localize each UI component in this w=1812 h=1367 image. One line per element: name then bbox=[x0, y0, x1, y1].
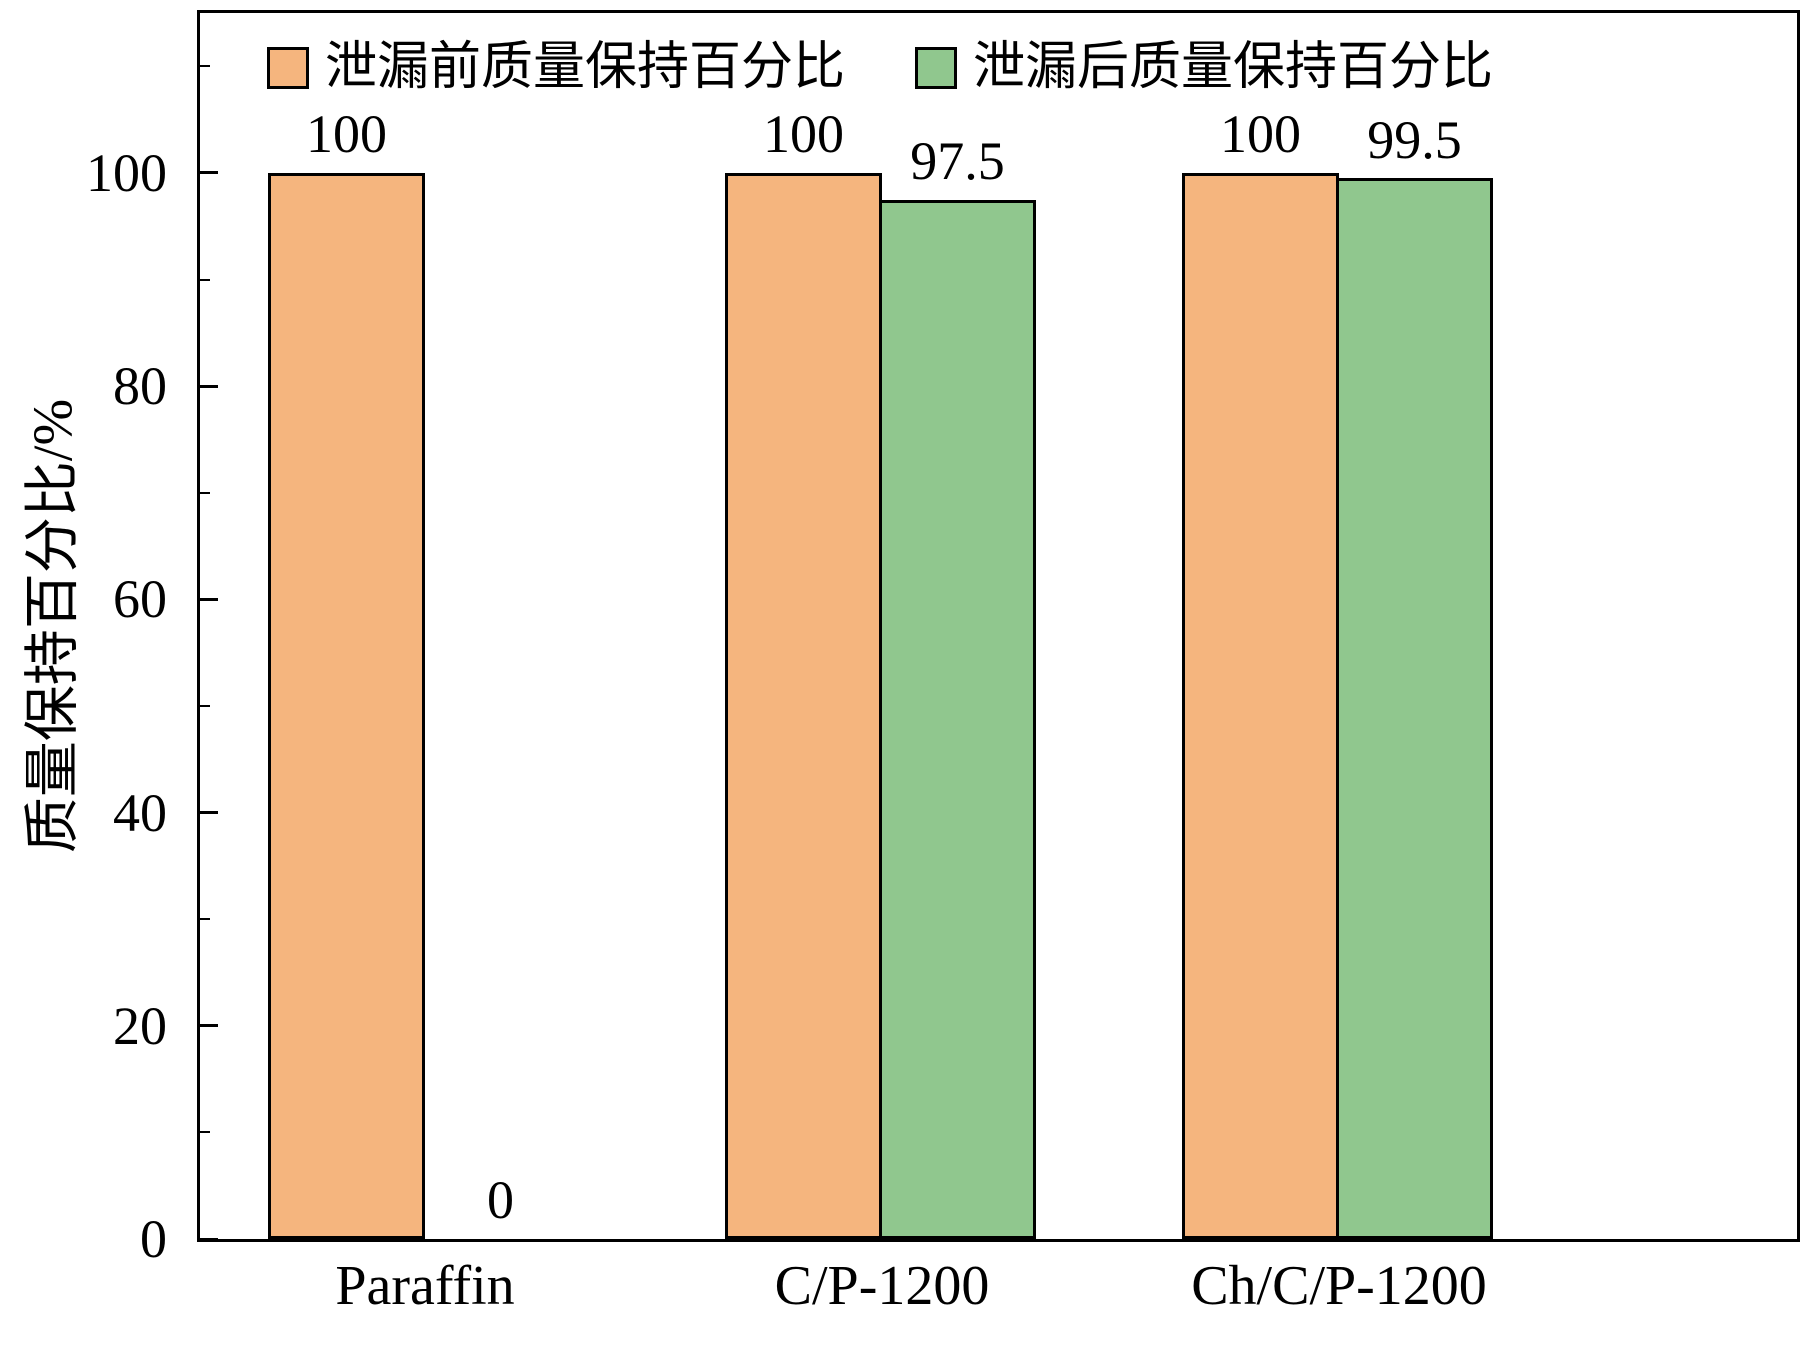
legend-entry-label: 泄漏后质量保持百分比 bbox=[973, 39, 1494, 96]
y-minor-tick bbox=[200, 278, 210, 281]
y-minor-tick bbox=[200, 1131, 210, 1134]
y-major-tick bbox=[200, 1237, 218, 1241]
bar-value-label: 99.5 bbox=[1367, 109, 1462, 170]
y-axis-tick-labels: 0 20 40 60 80 100 bbox=[0, 13, 182, 1266]
legend-entry-before-leak: 泄漏前质量保持百分比 bbox=[267, 39, 845, 96]
y-major-tick bbox=[200, 384, 218, 388]
x-tick-label: Paraffin bbox=[335, 1255, 515, 1317]
bar-c-p-1200-before-leak bbox=[725, 172, 882, 1239]
y-minor-tick bbox=[200, 65, 210, 68]
y-tick-label: 60 bbox=[113, 569, 167, 630]
y-major-tick bbox=[200, 171, 218, 175]
legend: 泄漏前质量保持百分比 泄漏后质量保持百分比 bbox=[267, 39, 1493, 96]
y-minor-tick bbox=[200, 918, 210, 921]
bar-value-label: 100 bbox=[1220, 104, 1301, 165]
bar-paraffin-before-leak bbox=[268, 172, 425, 1239]
x-tick-label: Ch/C/P-1200 bbox=[1191, 1255, 1487, 1317]
bar-value-label: 97.5 bbox=[910, 130, 1005, 191]
bar-ch-c-p-1200-after-leak bbox=[1336, 178, 1493, 1239]
y-minor-tick bbox=[200, 491, 210, 494]
bar-value-label: 100 bbox=[763, 104, 844, 165]
x-axis-tick-labels: Paraffin C/P-1200 Ch/C/P-1200 bbox=[200, 1255, 1800, 1346]
y-major-tick bbox=[200, 1024, 218, 1028]
y-minor-tick bbox=[200, 704, 210, 707]
x-tick-label: C/P-1200 bbox=[774, 1255, 990, 1317]
y-tick-label: 100 bbox=[86, 142, 167, 203]
bar-c-p-1200-after-leak bbox=[879, 199, 1036, 1239]
legend-entry-label: 泄漏前质量保持百分比 bbox=[325, 39, 846, 96]
legend-swatch-icon bbox=[915, 46, 958, 89]
y-major-tick bbox=[200, 811, 218, 815]
bar-value-label: 0 bbox=[487, 1170, 514, 1231]
bar-value-label: 100 bbox=[306, 104, 387, 165]
y-tick-label: 20 bbox=[113, 995, 167, 1056]
y-major-tick bbox=[200, 597, 218, 601]
plot-area: 泄漏前质量保持百分比 泄漏后质量保持百分比 100 0 100 97.5 100 99.5 bbox=[197, 10, 1800, 1242]
y-tick-label: 80 bbox=[113, 356, 167, 417]
y-tick-label: 0 bbox=[140, 1209, 167, 1269]
bar-ch-c-p-1200-before-leak bbox=[1182, 172, 1339, 1239]
legend-swatch-icon bbox=[267, 46, 309, 89]
y-tick-label: 40 bbox=[113, 782, 167, 843]
legend-entry-after-leak: 泄漏后质量保持百分比 bbox=[915, 39, 1493, 96]
